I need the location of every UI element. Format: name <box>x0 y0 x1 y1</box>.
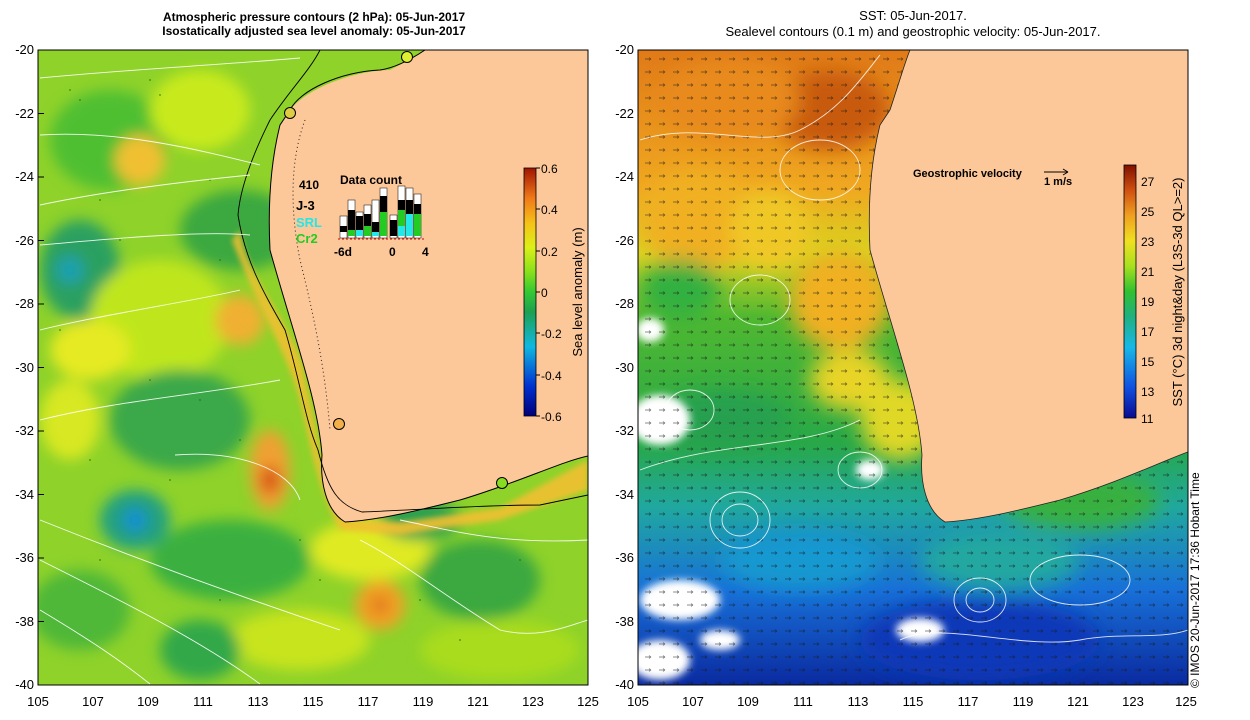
left-x-tick: 109 <box>137 694 159 709</box>
tide-gauge-4[interactable] <box>496 477 508 489</box>
imos-copyright: © IMOS 20-Jun-2017 17:36 Hobart Time <box>1188 472 1202 688</box>
sst-colorbar-tick: 17 <box>1141 325 1155 339</box>
sla-colorbar-tick: 0 <box>541 286 548 300</box>
left-x-tick: 117 <box>358 694 379 709</box>
sla-colorbar-tick: -0.6 <box>541 410 562 424</box>
right-x-tick: 113 <box>848 694 869 709</box>
sla-colorbar: 0.6 0.4 0.2 0 -0.2 -0.4 -0.6 Sea level a… <box>523 162 585 424</box>
sla-field <box>38 50 588 685</box>
australia-land-left <box>269 50 588 522</box>
tide-gauge-2[interactable] <box>284 107 296 119</box>
right-y-tick: -22 <box>615 106 634 121</box>
left-x-tick: 125 <box>577 694 599 709</box>
sst-colorbar-tick: 25 <box>1141 205 1155 219</box>
right-x-tick: 123 <box>1122 694 1144 709</box>
left-y-tick: -20 <box>15 42 34 57</box>
sla-colorbar-label: Sea level anomaly (m) <box>570 227 585 356</box>
right-x-tick: 119 <box>1013 694 1034 709</box>
right-y-tick: -36 <box>615 550 634 565</box>
left-y-tick: -22 <box>15 106 34 121</box>
right-y-tick: -38 <box>615 614 634 629</box>
left-x-tick: 111 <box>193 694 213 709</box>
sst-colorbar-tick: 15 <box>1141 355 1155 369</box>
left-y-tick: -24 <box>15 169 34 184</box>
left-y-axis: -20 -22 -24 -26 -28 -30 -32 -34 -36 -38 … <box>15 42 44 692</box>
mission-srl: SRL <box>296 215 322 230</box>
right-x-tick: 115 <box>903 694 924 709</box>
mission-j3: J-3 <box>296 198 315 213</box>
left-y-tick: -32 <box>15 423 34 438</box>
sst-colorbar: 27 25 23 21 19 17 15 13 11 SST (°C) 3d n… <box>1123 164 1185 426</box>
left-x-tick: 107 <box>82 694 104 709</box>
right-x-tick: 117 <box>958 694 979 709</box>
right-x-tick: 111 <box>793 694 813 709</box>
right-title-line2: Sealevel contours (0.1 m) and geostrophi… <box>725 24 1101 39</box>
left-x-tick: 105 <box>27 694 49 709</box>
sst-colorbar-tick: 27 <box>1141 175 1155 189</box>
sst-colorbar-tick: 13 <box>1141 385 1155 399</box>
data-count-title: Data count <box>340 173 402 187</box>
right-y-axis: -20 -22 -24 -26 -28 -30 -32 -34 -36 -38 … <box>615 42 634 692</box>
data-count-xlabel: 0 <box>389 245 396 259</box>
sla-colorbar-tick: -0.4 <box>541 369 562 383</box>
sst-colorbar-label: SST (°C) 3d night&day (L3S-3d QL>=2) <box>1170 178 1185 407</box>
left-y-tick: -40 <box>15 677 34 692</box>
data-count-xlabel: -6d <box>334 245 352 259</box>
sla-colorbar-tick: 0.6 <box>541 162 558 176</box>
right-y-tick: -28 <box>615 296 634 311</box>
sst-colorbar-tick: 23 <box>1141 235 1155 249</box>
left-x-tick: 119 <box>413 694 434 709</box>
left-map-title: Atmospheric pressure contours (2 hPa): 0… <box>40 10 588 38</box>
right-x-tick: 121 <box>1067 694 1089 709</box>
left-y-tick: -34 <box>15 487 34 502</box>
right-x-tick: 107 <box>682 694 704 709</box>
left-y-tick: -26 <box>15 233 34 248</box>
data-count-max: 410 <box>299 178 319 192</box>
mission-cr2: Cr2 <box>296 231 318 246</box>
sla-colorbar-tick: 0.2 <box>541 245 558 259</box>
data-count-xlabel: 4 <box>422 245 429 259</box>
right-map-title: SST: 05-Jun-2017. Sealevel contours (0.1… <box>638 8 1188 40</box>
sst-field <box>638 50 1188 685</box>
left-x-tick: 115 <box>303 694 324 709</box>
right-x-tick: 125 <box>1175 694 1197 709</box>
right-title-line1: SST: 05-Jun-2017. <box>859 8 967 23</box>
right-x-tick: 105 <box>627 694 649 709</box>
right-y-tick: -24 <box>615 169 634 184</box>
left-y-tick: -28 <box>15 296 34 311</box>
right-x-tick: 109 <box>737 694 759 709</box>
left-map-panel: -20 -22 -24 -26 -28 -30 -32 -34 -36 -38 … <box>15 42 599 709</box>
sla-colorbar-tick: -0.2 <box>541 327 562 341</box>
right-map-panel: Geostrophic velocity 1 m/s -20 -22 -24 -… <box>615 42 1197 709</box>
velocity-legend-scale: 1 m/s <box>1044 176 1072 188</box>
left-x-axis: 105 107 109 111 113 115 117 119 121 123 … <box>27 694 599 709</box>
left-title-line1: Atmospheric pressure contours (2 hPa): 0… <box>162 10 466 24</box>
right-y-tick: -26 <box>615 233 634 248</box>
sst-colorbar-tick: 11 <box>1141 412 1154 426</box>
left-y-tick: -38 <box>15 614 34 629</box>
left-y-tick: -30 <box>15 360 34 375</box>
data-count-bars <box>339 185 422 239</box>
left-x-tick: 123 <box>522 694 544 709</box>
right-y-tick: -34 <box>615 487 634 502</box>
right-y-tick: -32 <box>615 423 634 438</box>
velocity-legend-label: Geostrophic velocity <box>913 168 1023 180</box>
left-x-tick: 121 <box>467 694 489 709</box>
tide-gauge-3[interactable] <box>333 418 345 430</box>
left-y-tick: -36 <box>15 550 34 565</box>
left-x-tick: 113 <box>248 694 269 709</box>
sst-colorbar-tick: 19 <box>1141 295 1155 309</box>
right-y-tick: -40 <box>615 677 634 692</box>
sla-colorbar-tick: 0.4 <box>541 203 558 217</box>
data-count-inset: Data count 410 J-3 SRL Cr2 <box>296 173 429 259</box>
velocity-legend: Geostrophic velocity 1 m/s <box>913 168 1072 188</box>
sst-colorbar-tick: 21 <box>1141 265 1155 279</box>
left-title-line2: Isostatically adjusted sea level anomaly… <box>162 24 466 38</box>
right-y-tick: -20 <box>615 42 634 57</box>
australia-land-right <box>869 50 1188 522</box>
right-x-axis: 105 107 109 111 113 115 117 119 121 123 … <box>627 694 1197 709</box>
tide-gauge-1[interactable] <box>401 51 413 63</box>
right-y-tick: -30 <box>615 360 634 375</box>
